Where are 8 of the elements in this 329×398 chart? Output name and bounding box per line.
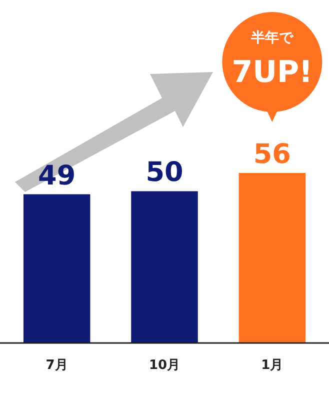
x-tick-label: 1月 <box>261 358 284 373</box>
text: 7UP! <box>232 55 313 90</box>
data-label: 49 <box>38 160 76 192</box>
data-label: 56 <box>253 139 291 170</box>
data-label: 50 <box>146 157 184 188</box>
x-tick-label: 7月 <box>46 358 68 373</box>
text: 半年で <box>250 30 294 46</box>
x-tick-label: 10月 <box>148 358 180 373</box>
